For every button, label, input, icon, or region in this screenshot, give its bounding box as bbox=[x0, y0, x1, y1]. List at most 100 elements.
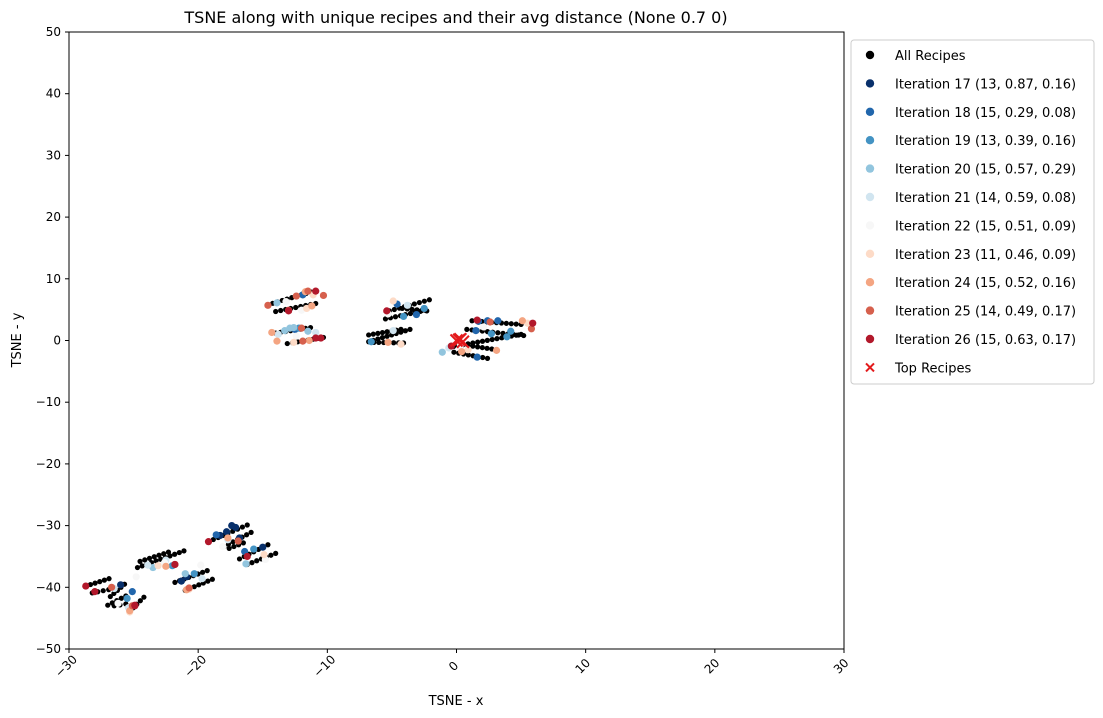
all-recipes-point bbox=[231, 543, 237, 550]
all-recipes-point bbox=[101, 577, 107, 583]
all-recipes-point bbox=[244, 522, 250, 528]
iteration-19-point bbox=[190, 570, 198, 578]
legend-marker bbox=[865, 192, 875, 202]
all-recipes-point bbox=[172, 551, 178, 557]
iteration-24-point bbox=[458, 348, 466, 356]
all-recipes-point bbox=[469, 318, 475, 324]
legend-label: All Recipes bbox=[895, 49, 966, 64]
y-tick-label: 20 bbox=[46, 210, 61, 224]
all-recipes-point bbox=[137, 558, 143, 564]
all-recipes-point bbox=[391, 340, 397, 346]
all-recipes-point bbox=[146, 555, 153, 561]
iteration-18-point bbox=[212, 531, 220, 539]
all-recipes-point bbox=[379, 329, 386, 336]
legend-marker bbox=[865, 136, 875, 145]
iteration-20-point bbox=[281, 327, 289, 335]
iteration-points bbox=[82, 287, 537, 616]
all-recipes-point bbox=[402, 328, 409, 334]
all-recipes-point bbox=[379, 335, 386, 341]
legend-marker bbox=[865, 79, 875, 88]
all-recipes-point bbox=[134, 564, 141, 571]
all-recipes-point bbox=[392, 314, 399, 320]
all-recipes-point bbox=[236, 556, 243, 562]
legend-label: Iteration 21 (14, 0.59, 0.08) bbox=[895, 191, 1076, 206]
x-tick-label: −20 bbox=[181, 652, 209, 680]
iteration-25-point bbox=[108, 583, 116, 591]
top-recipe-stroke bbox=[449, 333, 464, 348]
legend-item: Iteration 17 (13, 0.87, 0.16) bbox=[865, 77, 1076, 92]
iteration-20-point bbox=[273, 299, 281, 307]
iteration-17-point bbox=[222, 528, 231, 536]
iteration-23-point bbox=[260, 550, 268, 559]
all-recipes-point bbox=[244, 532, 250, 538]
all-recipes-point bbox=[391, 306, 397, 313]
all-recipes-point bbox=[240, 540, 246, 546]
legend-item: Iteration 22 (15, 0.51, 0.09) bbox=[865, 219, 1076, 234]
iteration-19-point bbox=[123, 594, 131, 603]
all-recipes-point bbox=[409, 306, 415, 313]
iteration-19-point bbox=[399, 312, 408, 321]
iteration-20-point bbox=[438, 348, 446, 356]
iteration-18-point bbox=[494, 317, 502, 325]
all-recipes-point bbox=[503, 320, 509, 326]
all-recipes-points bbox=[83, 287, 527, 614]
legend-label: Iteration 19 (13, 0.39, 0.16) bbox=[895, 134, 1076, 149]
legend-x-marker bbox=[865, 362, 875, 373]
iteration-22-point bbox=[197, 561, 205, 569]
all-recipes-point bbox=[142, 557, 148, 563]
all-recipes-point bbox=[191, 584, 197, 590]
iteration-22-point bbox=[114, 599, 122, 607]
all-recipes-point bbox=[209, 576, 215, 582]
iteration-24-point bbox=[224, 534, 232, 542]
all-recipes-point bbox=[205, 578, 211, 584]
y-axis: −50 −40 −30 −20 −10 0 10 20 30 40 50 bbox=[36, 25, 69, 656]
iteration-19-point bbox=[367, 338, 375, 346]
y-tick-label: 30 bbox=[46, 148, 61, 162]
all-recipes-point bbox=[464, 326, 470, 332]
iteration-25-point bbox=[292, 292, 300, 300]
iteration-20-point bbox=[304, 327, 312, 335]
legend-label: Iteration 20 (15, 0.57, 0.29) bbox=[895, 163, 1076, 178]
all-recipes-point bbox=[475, 339, 481, 345]
iteration-18-point bbox=[412, 310, 421, 319]
iteration-24-point bbox=[518, 317, 526, 325]
all-recipes-point bbox=[278, 307, 284, 314]
legend: All Recipes Iteration 17 (13, 0.87, 0.16)… bbox=[850, 39, 1095, 385]
iteration-22-point bbox=[480, 323, 488, 331]
iteration-26-point bbox=[91, 588, 99, 596]
iteration-25-point bbox=[527, 325, 536, 333]
x-tick-label: −30 bbox=[52, 652, 80, 680]
legend-item: Top Recipes bbox=[865, 361, 972, 376]
legend-item: Iteration 25 (14, 0.49, 0.17) bbox=[865, 305, 1076, 320]
iteration-17-point bbox=[177, 577, 185, 585]
legend-item: Iteration 18 (15, 0.29, 0.08) bbox=[865, 106, 1076, 121]
legend-label: Iteration 23 (11, 0.46, 0.09) bbox=[895, 248, 1076, 263]
iteration-26-point bbox=[529, 319, 537, 327]
all-recipes-point bbox=[474, 344, 481, 350]
legend-item: Iteration 24 (15, 0.52, 0.16) bbox=[865, 276, 1076, 291]
y-tick-label: 40 bbox=[46, 87, 61, 101]
all-recipes-point bbox=[416, 299, 422, 306]
iteration-24-point bbox=[492, 346, 501, 354]
y-tick-label: 0 bbox=[53, 334, 61, 348]
x-axis: −30 −20 −10 0 10 20 30 bbox=[52, 649, 852, 680]
all-recipes-point bbox=[398, 326, 404, 332]
all-recipes-point bbox=[407, 310, 414, 317]
x-tick-label: 10 bbox=[572, 656, 593, 677]
iteration-20-point bbox=[181, 570, 189, 578]
y-axis-title: TSNE - y bbox=[10, 312, 25, 368]
legend-label: Iteration 17 (13, 0.87, 0.16) bbox=[895, 77, 1076, 92]
iteration-23-point bbox=[464, 346, 472, 354]
all-recipes-point bbox=[479, 344, 485, 351]
iteration-23-point bbox=[290, 338, 298, 346]
all-recipes-point bbox=[508, 321, 514, 327]
iteration-26-point bbox=[317, 334, 325, 342]
all-recipes-point bbox=[265, 542, 271, 548]
all-recipes-point bbox=[284, 340, 290, 347]
iteration-25-point bbox=[185, 584, 193, 592]
x-tick-label: 30 bbox=[831, 656, 852, 677]
y-tick-label: 10 bbox=[46, 272, 61, 286]
legend-marker bbox=[865, 278, 875, 287]
iteration-26-point bbox=[473, 316, 481, 324]
all-recipes-point bbox=[249, 560, 255, 566]
